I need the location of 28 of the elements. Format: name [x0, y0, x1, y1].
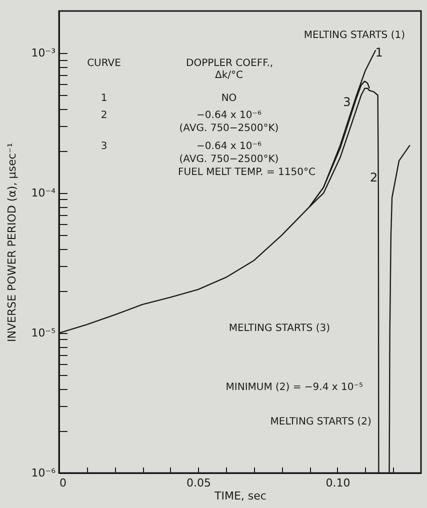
annotation: (AVG. 750−2500°K): [179, 123, 279, 134]
series-label: 2: [370, 170, 378, 184]
annotation: −0.64 x 10⁻⁶: [196, 110, 262, 121]
x-tick-label: 0.05: [186, 476, 211, 490]
y-axis-title: INVERSE POWER PERIOD (α), μsec⁻¹: [5, 143, 18, 342]
x-tick-label: 0.10: [326, 476, 350, 490]
annotation: MINIMUM (2) = −9.4 x 10⁻⁵: [226, 382, 363, 393]
y-tick-label: 10⁻³: [31, 46, 56, 60]
annotation: DOPPLER COEFF.,: [186, 58, 274, 69]
annotation: 1: [100, 93, 108, 104]
y-tick-label: 10⁻⁵: [31, 326, 56, 340]
y-tick-label: 10⁻⁶: [31, 466, 56, 480]
series-label: 3: [343, 95, 351, 110]
annotation: Δk/°C: [215, 70, 244, 81]
annotation: FUEL MELT TEMP. = 1150°C: [178, 167, 316, 178]
annotation: NO: [221, 93, 237, 104]
annotation: (AVG. 750−2500°K): [179, 154, 279, 165]
annotation: 3: [100, 141, 108, 152]
annotation: MELTING STARTS (3): [228, 323, 330, 334]
annotation: MELTING STARTS (1): [304, 30, 406, 41]
annotation: −0.64 x 10⁻⁶: [196, 141, 262, 152]
x-tick-label: 0: [60, 476, 66, 490]
x-axis-title: TIME, sec: [214, 490, 266, 502]
annotation: MELTING STARTS (2): [270, 416, 372, 428]
y-tick-label: 10⁻⁴: [31, 186, 56, 200]
annotation: 2: [100, 110, 108, 121]
series-label: 1: [375, 46, 383, 60]
annotation: CURVE: [87, 58, 121, 69]
